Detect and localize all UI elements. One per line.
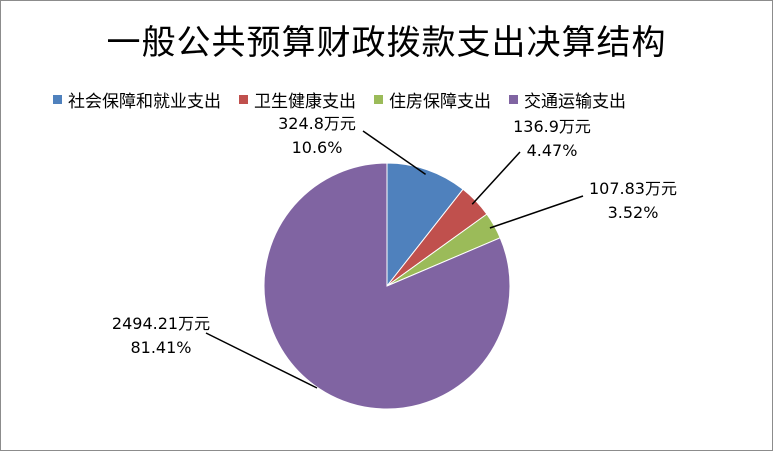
legend-item-health: 卫生健康支出 xyxy=(239,87,356,112)
legend-item-social-security: 社会保障和就业支出 xyxy=(53,87,221,112)
legend-swatch-housing xyxy=(374,95,383,104)
legend-label-health: 卫生健康支出 xyxy=(254,92,356,112)
percent-label-transport: 81.41% xyxy=(130,338,191,357)
leader-line-social-security xyxy=(362,130,427,176)
chart-title: 一般公共预算财政拨款支出决算结构 xyxy=(106,23,667,63)
value-label-transport: 2494.21万元 xyxy=(112,314,210,333)
legend-swatch-social-security xyxy=(53,95,62,104)
leader-line-health xyxy=(471,151,521,205)
legend: 社会保障和就业支出 卫生健康支出 住房保障支出 交通运输支出 xyxy=(53,87,626,112)
leader-line-transport xyxy=(205,332,318,389)
legend-label-housing: 住房保障支出 xyxy=(389,92,491,112)
percent-label-social-security: 10.6% xyxy=(292,138,343,157)
legend-label-transport: 交通运输支出 xyxy=(524,92,626,112)
leader-lines xyxy=(205,130,584,389)
pie-slices xyxy=(263,162,511,410)
percent-label-housing: 3.52% xyxy=(608,203,659,222)
data-labels: 324.8万元 10.6% 136.9万元 4.47% 107.83万元 3.52% 249… xyxy=(112,114,677,357)
value-label-social-security: 324.8万元 xyxy=(278,114,356,133)
legend-swatch-transport xyxy=(509,95,518,104)
pie-slice-transport xyxy=(263,162,511,410)
legend-label-social-security: 社会保障和就业支出 xyxy=(68,92,221,112)
legend-swatch-health xyxy=(239,95,248,104)
legend-item-housing: 住房保障支出 xyxy=(374,87,491,112)
value-label-health: 136.9万元 xyxy=(513,117,591,136)
percent-label-health: 4.47% xyxy=(527,141,578,160)
pie-slice-social-security xyxy=(386,162,464,288)
legend-item-transport: 交通运输支出 xyxy=(509,87,626,112)
value-label-housing: 107.83万元 xyxy=(589,179,677,198)
leader-line-housing xyxy=(489,195,584,229)
